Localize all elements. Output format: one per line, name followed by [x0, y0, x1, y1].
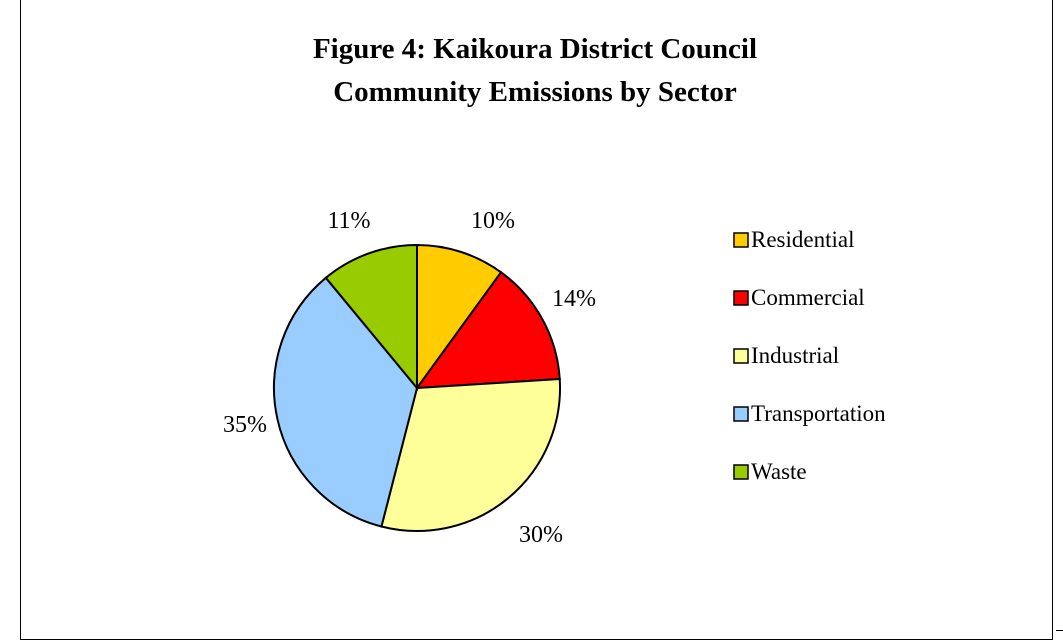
legend-label-commercial: Commercial — [751, 285, 865, 310]
slice-label-residential: 10% — [471, 208, 515, 234]
legend-swatch-residential — [733, 232, 749, 248]
chart-subtitle: Community Emissions by Sector — [333, 76, 737, 108]
pie-slice-commercial — [414, 270, 561, 390]
corner-mark — [1056, 630, 1063, 631]
legend-label-residential: Residential — [751, 227, 854, 252]
legend-swatch-transportation — [733, 406, 749, 422]
pie-slices — [273, 243, 562, 532]
slice-label-industrial: 30% — [519, 522, 563, 548]
chart-title: Figure 4: Kaikoura District Council — [313, 33, 757, 65]
slice-label-transportation: 35% — [223, 412, 267, 438]
pie-slice-residential — [416, 243, 503, 392]
pie-slice-industrial — [380, 377, 562, 532]
pie-slice-labels: 10% 14% 30% 35% 11% — [223, 208, 596, 548]
legend-label-transportation: Transportation — [751, 401, 886, 426]
slice-label-waste: 11% — [327, 208, 370, 234]
pie-slice-transportation — [273, 276, 419, 528]
legend-swatch-commercial — [733, 290, 749, 306]
legend-label-waste: Waste — [751, 459, 807, 484]
legend-swatch-waste — [733, 464, 749, 480]
pie-slice-waste — [324, 243, 418, 391]
slice-label-commercial: 14% — [552, 286, 596, 312]
legend-swatch-industrial — [733, 348, 749, 364]
legend: Residential Commercial Industrial Transport… — [733, 227, 886, 484]
legend-label-industrial: Industrial — [751, 343, 839, 368]
